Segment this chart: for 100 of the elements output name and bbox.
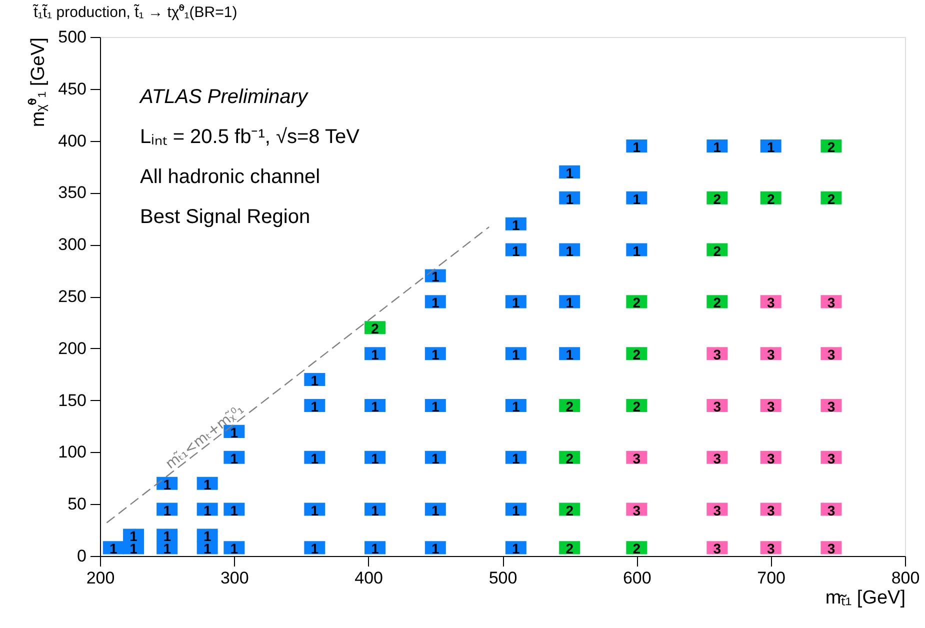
y-tick-label: 0 (77, 546, 86, 566)
text: 2 (827, 138, 836, 155)
text: 1 (432, 346, 440, 363)
x-tick-label: 300 (220, 568, 249, 588)
y-tick-label: 450 (58, 79, 86, 98)
text: 1 (371, 398, 379, 414)
text: 3 (766, 294, 775, 311)
text: 3 (713, 502, 722, 518)
text: 3 (766, 346, 775, 363)
y-tick-label: 500 (58, 28, 86, 46)
text: 2 (766, 190, 775, 207)
annotation: Best Signal Region (140, 206, 310, 228)
y-tick-label: 200 (58, 338, 86, 358)
text: 2 (713, 242, 722, 259)
text: 1 (512, 346, 520, 363)
text: 1 (566, 346, 574, 363)
y-tick-label: 250 (58, 287, 86, 306)
text: 1 (432, 502, 440, 518)
text: 1 (371, 346, 379, 363)
text: 1 (432, 540, 440, 557)
annotation: Lᵢₙₜ = 20.5 fb⁻¹, √s=8 TeV (140, 126, 360, 148)
text: 2 (566, 450, 574, 466)
x-tick-label: 200 (86, 568, 115, 588)
text: 3 (766, 398, 775, 414)
text: 3 (827, 398, 836, 414)
text: 1 (512, 242, 520, 259)
text: 2 (566, 398, 574, 414)
text: 2 (371, 320, 379, 337)
text: 2 (632, 346, 641, 363)
text: 1 (432, 268, 440, 285)
text: 3 (827, 540, 836, 557)
text: 1 (230, 540, 238, 557)
text: 1 (310, 502, 319, 518)
series-label: 1 (110, 540, 118, 557)
text: 1 (371, 502, 379, 518)
text: 1 (566, 190, 574, 207)
text: 2 (566, 502, 574, 518)
y-tick-label: 400 (58, 131, 86, 150)
text: 1 (432, 450, 440, 466)
x-tick-label: 400 (354, 568, 384, 588)
x-tick-label: 700 (757, 568, 786, 588)
annotation: ATLAS Preliminary (139, 86, 308, 108)
y-tick-label: 50 (68, 494, 86, 514)
text: 2 (713, 190, 722, 207)
text: 1 (371, 540, 379, 557)
text: 1 (310, 398, 319, 414)
text: 1 (632, 138, 641, 155)
text: 1 (310, 372, 319, 389)
text: 3 (713, 450, 722, 466)
x-tick-label: 600 (622, 568, 652, 588)
text: 1 (512, 294, 520, 311)
text: 3 (713, 346, 722, 363)
text: 1 (512, 540, 520, 557)
y-tick-label: 350 (58, 183, 86, 202)
text: 1 (512, 216, 520, 233)
y-axis-title: mᵪ̃⁰₁ [GeV] (27, 38, 50, 128)
annotation: All hadronic channel (140, 166, 320, 188)
text: 3 (766, 450, 775, 466)
text: 1 (203, 502, 212, 518)
text: 3 (632, 502, 641, 518)
text: 3 (632, 450, 641, 466)
text: 1 (310, 450, 319, 466)
text: 1 (230, 502, 238, 518)
text: 2 (632, 398, 641, 414)
text: 1 (713, 138, 722, 155)
text: 1 (512, 502, 520, 518)
text: 2 (713, 294, 722, 311)
text: 1 (432, 398, 440, 414)
text: 3 (827, 450, 836, 466)
text: 2 (827, 190, 836, 207)
chart-title: t̃₁t̃₁ production, t̃₁ → tχ̃⁰₁(BR=1) (32, 4, 238, 21)
series-label: 3 (713, 540, 722, 557)
text: 1 (512, 450, 520, 466)
x-tick-label: 800 (891, 568, 920, 588)
text: 1 (203, 476, 212, 492)
text: 1 (310, 540, 319, 557)
text: 2 (632, 294, 641, 311)
text: 3 (766, 502, 775, 518)
text: 1 (566, 294, 574, 311)
text: 1 (632, 190, 641, 207)
text: 1 (632, 242, 641, 259)
text: 1 (163, 476, 171, 492)
text: 1 (566, 164, 574, 181)
y-tick-label: 100 (58, 442, 86, 462)
text: 1 (432, 294, 440, 311)
text: 3 (827, 502, 836, 518)
x-tick-label: 500 (488, 568, 518, 588)
text: 1 (566, 242, 574, 259)
x-axis-title: mₜ̃₁ [GeV] (825, 588, 906, 608)
text: 3 (766, 540, 775, 557)
text: 2 (632, 540, 641, 557)
text: 3 (827, 294, 836, 311)
text: 1 (163, 502, 171, 518)
y-tick-label: 150 (58, 390, 86, 410)
text: 1 (371, 450, 379, 466)
series-label: 2 (566, 540, 574, 557)
text: 1 (512, 398, 520, 414)
text: 3 (827, 346, 836, 363)
y-tick-label: 300 (58, 235, 86, 254)
text: 1 (766, 138, 775, 155)
